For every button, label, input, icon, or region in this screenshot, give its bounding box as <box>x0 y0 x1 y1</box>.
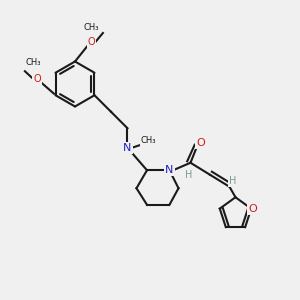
Text: O: O <box>88 37 95 47</box>
Text: CH₃: CH₃ <box>141 136 156 145</box>
Text: O: O <box>248 204 257 214</box>
Text: CH₃: CH₃ <box>25 58 41 67</box>
Text: N: N <box>165 165 174 175</box>
Text: N: N <box>123 143 132 153</box>
Text: H: H <box>185 170 193 180</box>
Text: CH₃: CH₃ <box>83 22 99 32</box>
Text: O: O <box>33 74 41 84</box>
Text: O: O <box>196 138 205 148</box>
Text: H: H <box>230 176 237 186</box>
